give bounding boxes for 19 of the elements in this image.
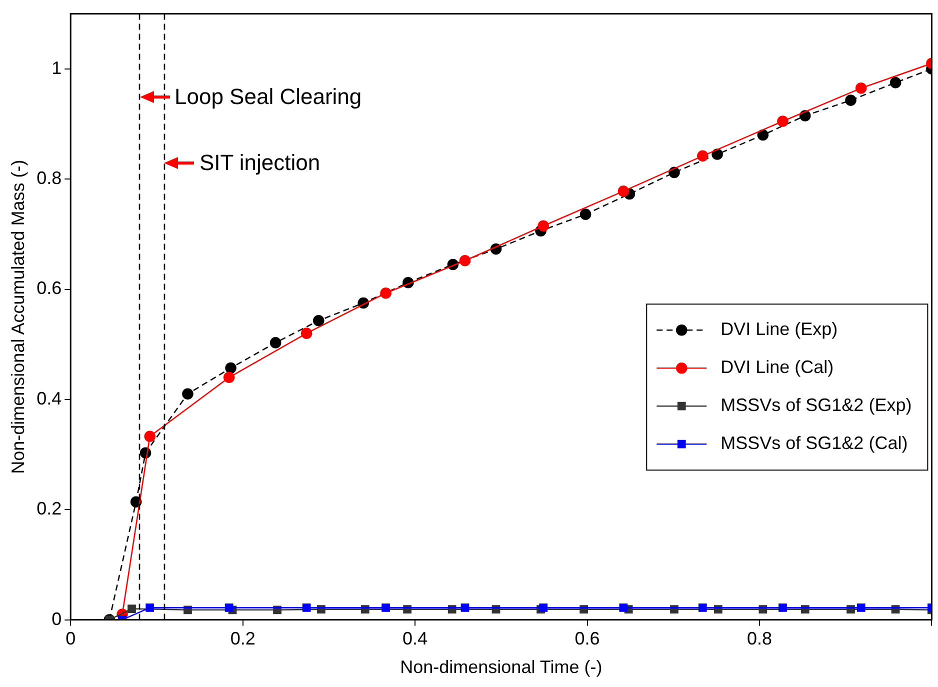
x-tick-label: 0 xyxy=(66,628,76,649)
legend-label: DVI Line (Exp) xyxy=(720,319,838,340)
x-tick-label: 0.8 xyxy=(746,628,772,649)
ref-line-label: SIT injection xyxy=(199,150,320,176)
y-axis-title: Non-dimensional Accumulated Mass (-) xyxy=(8,160,28,474)
x-tick-label: 0.4 xyxy=(402,628,428,649)
x-axis-title: Non-dimensional Time (-) xyxy=(400,657,602,678)
x-tick-label: 0.2 xyxy=(230,628,256,649)
y-tick-label: 1 xyxy=(52,58,62,78)
legend-label: MSSVs of SG1&2 (Cal) xyxy=(720,433,908,454)
y-tick-label: 0.4 xyxy=(36,388,62,408)
y-tick-label: 0.6 xyxy=(36,278,62,298)
x-tick-label: 0.6 xyxy=(574,628,600,649)
legend-label: MSSVs of SG1&2 (Exp) xyxy=(720,395,912,416)
y-tick-label: 0.8 xyxy=(36,168,62,188)
y-tick-label: 0 xyxy=(52,608,62,629)
y-tick-label: 0.2 xyxy=(36,498,62,519)
legend-label: DVI Line (Cal) xyxy=(720,357,834,378)
ref-line-label: Loop Seal Clearing xyxy=(174,84,362,110)
